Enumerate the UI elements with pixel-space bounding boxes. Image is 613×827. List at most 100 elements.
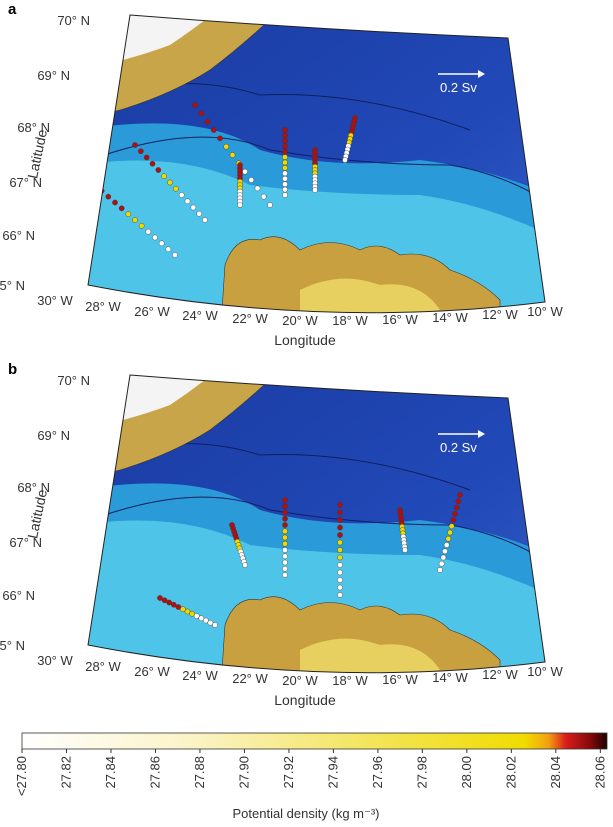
lon-label: 22° W xyxy=(232,671,268,686)
scale-label: 0.2 Sv xyxy=(440,440,477,455)
panel-label: a xyxy=(8,1,17,18)
colorbar-tick-label: <27.80 xyxy=(14,756,29,796)
station xyxy=(337,502,342,507)
map xyxy=(80,0,560,340)
map-panel: a0.2 Sv70° N69° N68° N67° N66° N65° N30°… xyxy=(0,0,563,348)
station xyxy=(159,241,164,246)
station xyxy=(337,540,342,545)
lon-label: 10° W xyxy=(527,304,563,319)
station xyxy=(337,592,342,597)
figure: a0.2 Sv70° N69° N68° N67° N66° N65° N30°… xyxy=(0,0,613,827)
station xyxy=(282,160,287,165)
colorbar xyxy=(22,733,607,749)
station xyxy=(446,536,451,541)
station xyxy=(337,547,342,552)
station xyxy=(162,174,167,179)
station xyxy=(255,186,260,191)
colorbar-tick-label: 27.96 xyxy=(370,756,385,789)
station xyxy=(282,127,287,132)
station xyxy=(447,530,452,535)
lat-label: 70° N xyxy=(57,373,90,388)
station xyxy=(212,622,217,627)
lon-label: 12° W xyxy=(482,667,518,682)
lat-label: 66° N xyxy=(2,588,35,603)
lon-label: 10° W xyxy=(527,664,563,679)
station xyxy=(337,570,342,575)
station xyxy=(282,554,287,559)
y-axis-title: Latitude xyxy=(24,488,50,540)
station xyxy=(282,529,287,534)
lon-label: 24° W xyxy=(182,308,218,323)
colorbar-tick-label: 28.02 xyxy=(503,756,518,789)
station xyxy=(191,205,196,210)
station xyxy=(144,155,149,160)
colorbar-tick-label: 28.00 xyxy=(459,756,474,789)
lon-label: 30° W xyxy=(37,653,73,668)
station xyxy=(337,510,342,515)
station xyxy=(192,102,197,107)
colorbar-tick-label: 28.04 xyxy=(548,756,563,789)
station xyxy=(282,572,287,577)
station xyxy=(92,182,97,187)
station xyxy=(224,144,229,149)
station xyxy=(132,217,137,222)
station xyxy=(342,157,347,162)
colorbar-tick-label: 27.84 xyxy=(103,756,118,789)
station xyxy=(282,176,287,181)
lon-label: 16° W xyxy=(382,672,418,687)
station xyxy=(185,199,190,204)
colorbar-label: Potential density (kg m⁻³) xyxy=(232,806,379,821)
station xyxy=(449,524,454,529)
station xyxy=(126,212,131,217)
lon-label: 20° W xyxy=(282,313,318,328)
colorbar-tick-label: 27.92 xyxy=(281,756,296,789)
station xyxy=(282,535,287,540)
scale-label: 0.2 Sv xyxy=(440,80,477,95)
station xyxy=(282,566,287,571)
lon-label: 28° W xyxy=(85,299,121,314)
station xyxy=(152,235,157,240)
station xyxy=(282,144,287,149)
station xyxy=(282,138,287,143)
station xyxy=(139,223,144,228)
lon-label: 14° W xyxy=(432,310,468,325)
lon-label: 18° W xyxy=(332,313,368,328)
station xyxy=(150,161,155,166)
lon-label: 30° W xyxy=(37,293,73,308)
station xyxy=(132,142,137,147)
station xyxy=(242,169,247,174)
lon-label: 26° W xyxy=(134,304,170,319)
station xyxy=(282,192,287,197)
station xyxy=(156,167,161,172)
lon-label: 28° W xyxy=(85,659,121,674)
colorbar-tick-label: 27.94 xyxy=(325,756,340,789)
station xyxy=(282,154,287,159)
station xyxy=(282,133,287,138)
station xyxy=(211,127,216,132)
station xyxy=(439,561,444,566)
station xyxy=(282,560,287,565)
lat-label: 69° N xyxy=(37,428,70,443)
station xyxy=(282,497,287,502)
lat-label: 65° N xyxy=(0,638,25,653)
station xyxy=(337,577,342,582)
station xyxy=(337,532,342,537)
station xyxy=(451,517,456,522)
station xyxy=(237,202,242,207)
station xyxy=(138,149,143,154)
station xyxy=(112,200,117,205)
x-axis-title: Longitude xyxy=(274,692,336,708)
station xyxy=(282,547,287,552)
lat-label: 66° N xyxy=(2,228,35,243)
lon-label: 26° W xyxy=(134,664,170,679)
station xyxy=(282,510,287,515)
station xyxy=(167,180,172,185)
lon-label: 24° W xyxy=(182,668,218,683)
station xyxy=(452,511,457,516)
colorbar-tick-label: 28.06 xyxy=(592,756,607,789)
station xyxy=(249,177,254,182)
lon-label: 18° W xyxy=(332,673,368,688)
station xyxy=(282,171,287,176)
station xyxy=(337,517,342,522)
station xyxy=(217,136,222,141)
